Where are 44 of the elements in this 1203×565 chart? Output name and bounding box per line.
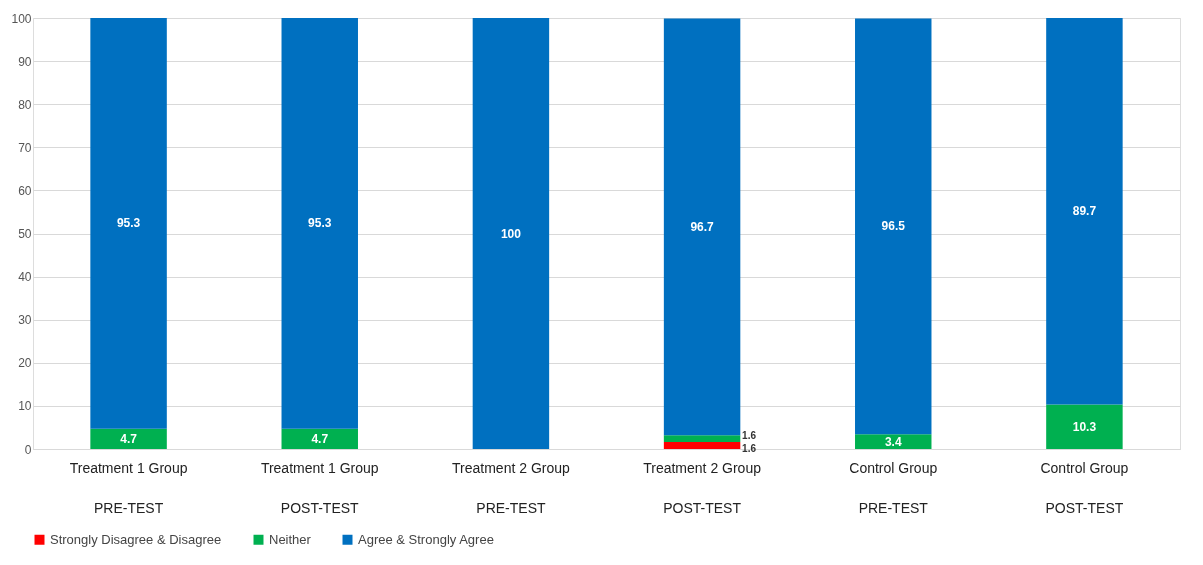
data-label: 3.4 (884, 434, 902, 449)
category-label: Treatment 2 Group PRE-TEST (452, 459, 570, 516)
data-label: 4.7 (311, 431, 329, 446)
bar (1046, 18, 1123, 405)
bar (281, 18, 358, 429)
bar (663, 18, 741, 436)
category-label: Treatment 1 Group POST-TEST (260, 459, 379, 516)
data-label: 96.7 (690, 219, 715, 234)
data-label: 95.3 (116, 216, 141, 231)
legend-label: Neither (269, 531, 312, 547)
data-label: 10.3 (1072, 419, 1097, 434)
data-label: 4.7 (120, 431, 138, 446)
data-label: 1.6 (742, 442, 757, 454)
y-tick-label: 70 (18, 140, 32, 155)
category-label: Treatment 2 Group POST-TEST (643, 459, 761, 516)
bar (855, 18, 932, 435)
bar (663, 435, 741, 443)
data-label: 95.3 (308, 216, 332, 231)
bar (855, 434, 932, 449)
data-label: 100 (500, 226, 522, 241)
y-tick-label: 80 (18, 97, 32, 112)
y-tick-label: 40 (18, 270, 32, 285)
bar (663, 442, 741, 449)
category-label: Treatment 1 Group PRE-TEST (69, 459, 188, 516)
data-label: 96.5 (881, 219, 906, 234)
data-label: 1.6 (742, 429, 757, 441)
y-tick-label: 0 (24, 442, 32, 457)
y-tick-label: 100 (11, 11, 32, 26)
data-label: 89.7 (1072, 204, 1097, 219)
category-label: Control Group PRE-TEST (849, 459, 938, 516)
y-tick-label: 60 (18, 183, 32, 198)
y-tick-label: 50 (18, 227, 32, 241)
bar (472, 18, 550, 449)
y-tick-label: 10 (18, 399, 32, 414)
bar (281, 428, 358, 449)
y-tick-label: 20 (18, 356, 32, 371)
y-tick-label: 30 (18, 313, 32, 328)
bar (90, 18, 167, 429)
legend-label: Strongly Disagree & Disagree (50, 531, 222, 547)
legend-label: Agree & Strongly Agree (358, 531, 494, 547)
bar (90, 428, 167, 449)
bar (1046, 404, 1123, 449)
category-label: Control Group POST-TEST (1040, 459, 1129, 516)
y-tick-label: 90 (18, 54, 32, 69)
